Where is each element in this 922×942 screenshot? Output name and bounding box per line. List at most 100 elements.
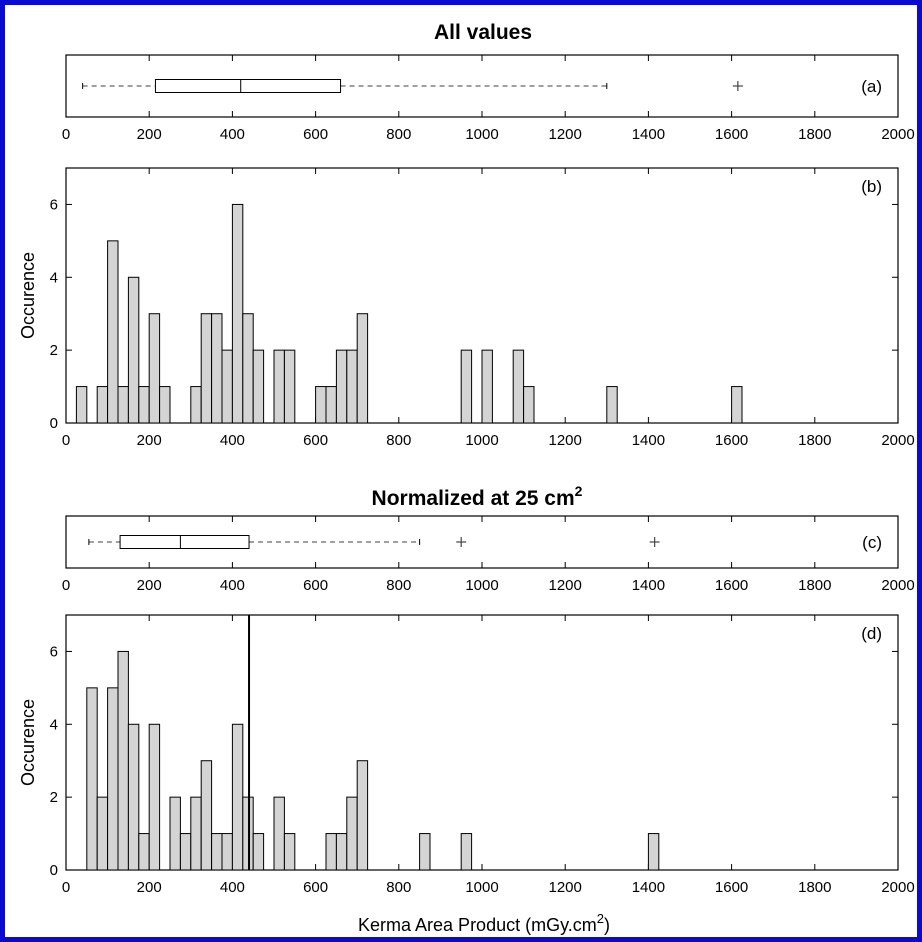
histogram-bar xyxy=(335,833,348,871)
y-tick-label: 0 xyxy=(50,862,58,879)
x-tick-label: 1400 xyxy=(632,432,665,449)
histogram-bar xyxy=(75,386,88,424)
y-axis-label: Occurence xyxy=(18,252,38,339)
x-tick-label: 800 xyxy=(386,126,411,143)
y-tick-label: 4 xyxy=(50,716,58,733)
histogram-bar xyxy=(96,386,109,424)
histogram-bar xyxy=(159,386,171,424)
x-tick-label: 800 xyxy=(386,879,411,896)
histogram-bar xyxy=(606,386,618,424)
histogram-bar xyxy=(148,313,161,424)
histogram-bar xyxy=(179,833,192,871)
x-tick-label: 1000 xyxy=(465,879,498,896)
histogram-bar xyxy=(127,723,140,871)
x-axis-label-sup: 2 xyxy=(597,911,604,926)
histogram-bar xyxy=(273,796,285,871)
histogram-bar xyxy=(200,760,213,871)
outlier-marker xyxy=(649,537,660,547)
histogram-bar xyxy=(283,833,296,871)
histogram-bar xyxy=(356,313,369,424)
x-tick-label: 400 xyxy=(220,432,245,449)
histogram-bar xyxy=(523,386,535,424)
panel-b: 0 200 400 600 800 1000 1200 1400 1600 1800 2000 (b)… xyxy=(18,167,915,449)
x-tick-label: 600 xyxy=(303,577,328,594)
histogram-bar xyxy=(283,349,296,424)
histogram-bar xyxy=(107,240,119,424)
histogram-bar xyxy=(325,386,337,424)
title-normalized: Normalized at 25 cm2 xyxy=(372,483,583,510)
title-normalized-main: Normalized at 25 cm xyxy=(372,487,575,510)
y-tick-label: 4 xyxy=(50,269,58,286)
box-iqr xyxy=(154,79,342,93)
x-tick-label: 1000 xyxy=(465,126,498,143)
y-tick-label: 6 xyxy=(50,643,58,660)
histogram-bar xyxy=(190,796,202,871)
x-tick-label: 400 xyxy=(220,577,245,594)
x-tick-label: 1600 xyxy=(715,126,748,143)
histogram-bar xyxy=(346,349,358,424)
x-tick-label: 600 xyxy=(303,126,328,143)
histogram-bar xyxy=(211,833,223,871)
histogram-bar xyxy=(242,796,254,871)
x-tick-label: 0 xyxy=(62,126,70,143)
histogram-bar xyxy=(273,349,285,424)
panel-label: (a) xyxy=(861,77,882,96)
x-tick-label: 1000 xyxy=(465,577,498,594)
histogram-bar xyxy=(211,313,223,424)
x-tick-label: 400 xyxy=(220,126,245,143)
histogram-bar xyxy=(460,833,473,871)
x-tick-label: 1000 xyxy=(465,432,498,449)
histogram-bar xyxy=(117,386,129,424)
histogram-bar xyxy=(460,349,473,424)
x-tick-label: 600 xyxy=(303,879,328,896)
box-iqr xyxy=(119,535,250,549)
histogram-bar xyxy=(731,386,743,424)
y-tick-label: 2 xyxy=(50,789,58,806)
histogram-bar xyxy=(221,349,233,424)
histogram-bar xyxy=(200,313,213,424)
histogram-bar xyxy=(346,796,358,871)
panel-d: 0 200 400 600 800 1000 1200 1400 1600 1800 2000 (d)… xyxy=(18,614,915,896)
outlier-marker xyxy=(732,81,743,91)
x-tick-label: 1600 xyxy=(715,879,748,896)
histogram-bar xyxy=(252,349,265,424)
x-tick-label: 1400 xyxy=(632,577,665,594)
histogram-bar xyxy=(231,723,244,871)
x-tick-label: 200 xyxy=(137,577,162,594)
x-axis-label: Kerma Area Product (mGy.cm2) xyxy=(358,911,610,935)
x-tick-label: 1200 xyxy=(549,126,582,143)
x-tick-label: 200 xyxy=(137,126,162,143)
x-tick-label: 1400 xyxy=(632,879,665,896)
panel-c: 0 200 400 600 800 1000 1200 1400 1600 1800 2000 (c) xyxy=(62,515,915,594)
outlier-marker xyxy=(456,537,467,547)
histogram-bar xyxy=(252,833,265,871)
histogram-bar xyxy=(138,386,150,424)
x-tick-label: 400 xyxy=(220,879,245,896)
histogram-bar xyxy=(96,796,109,871)
histogram-bar xyxy=(169,796,181,871)
x-tick-label: 2000 xyxy=(881,879,914,896)
histogram-bar xyxy=(356,760,369,871)
histogram-bar xyxy=(127,276,140,424)
title-all-values: All values xyxy=(434,21,532,44)
histogram-bar xyxy=(242,313,254,424)
panel-label: (d) xyxy=(861,624,882,643)
histogram-bar xyxy=(86,687,98,871)
title-normalized-sup: 2 xyxy=(575,483,583,499)
histogram-bar xyxy=(335,349,348,424)
y-tick-label: 6 xyxy=(50,196,58,213)
x-tick-label: 0 xyxy=(62,879,70,896)
x-tick-label: 200 xyxy=(137,432,162,449)
histogram-bar xyxy=(148,723,161,871)
x-tick-label: 1800 xyxy=(798,879,831,896)
x-tick-label: 1400 xyxy=(632,126,665,143)
x-tick-label: 2000 xyxy=(881,577,914,594)
x-tick-label: 1800 xyxy=(798,577,831,594)
x-tick-label: 1600 xyxy=(715,577,748,594)
panel-label: (b) xyxy=(861,177,882,196)
histogram-bar xyxy=(107,687,119,871)
x-tick-label: 800 xyxy=(386,577,411,594)
histogram-bar xyxy=(315,386,327,424)
x-tick-label: 1200 xyxy=(549,577,582,594)
